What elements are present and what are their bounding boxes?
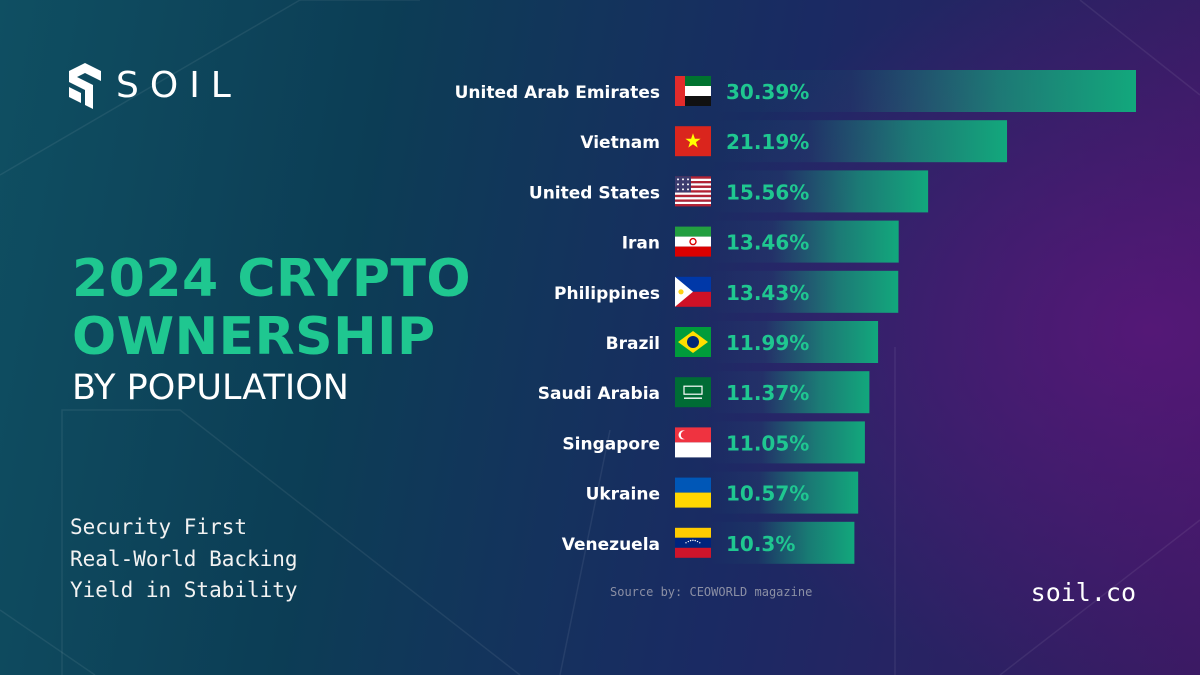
category-label: Ukraine [586, 485, 660, 505]
bar-row: United States 15.56% [529, 170, 929, 213]
bar [710, 270, 899, 313]
value-label: 11.05% [726, 431, 809, 455]
value-label: 30.39% [726, 80, 809, 104]
bar [710, 371, 870, 414]
page-title: 2024 CRYPTO OWNERSHIP [72, 250, 471, 366]
bar [710, 120, 1008, 163]
bar [710, 521, 855, 564]
bar [710, 421, 865, 464]
title-line-2: OWNERSHIP [72, 307, 436, 367]
ukraine-flag-icon [675, 477, 711, 508]
bar-row: Venezuela 10.3% [562, 521, 855, 564]
page-subtitle: BY POPULATION [72, 368, 349, 408]
value-label: 15.56% [726, 180, 809, 204]
value-label: 11.37% [726, 381, 809, 405]
category-label: Brazil [606, 334, 660, 354]
bar [710, 70, 1136, 112]
value-label: 13.46% [726, 231, 809, 255]
soil-logo-icon [69, 63, 101, 109]
venezuela-flag-icon [675, 527, 711, 558]
category-label: Venezuela [562, 535, 660, 555]
value-label: 21.19% [726, 130, 809, 154]
bar-row: Saudi Arabia 11.37% [538, 371, 870, 414]
source-note: Source by: CEOWORLD magazine [610, 585, 813, 599]
bar-row: Vietnam 21.19% [580, 120, 1008, 163]
bar [710, 220, 899, 263]
category-label: Singapore [562, 434, 660, 454]
bar-row: Ukraine 10.57% [586, 471, 859, 514]
brazil-flag-icon [675, 327, 711, 357]
title-line-1: 2024 CRYPTO [72, 249, 472, 309]
bar-row: Brazil 11.99% [606, 321, 879, 363]
vietnam-flag-icon [675, 126, 711, 157]
tagline-item: Yield in Stability [70, 578, 298, 602]
bar [710, 321, 879, 363]
bar-row: United Arab Emirates 30.39% [455, 70, 1136, 112]
bar-row: Philippines 13.43% [554, 270, 899, 313]
category-label: United States [529, 183, 660, 203]
category-label: Philippines [554, 284, 660, 304]
bar-row: Iran 13.46% [622, 220, 899, 263]
singapore-flag-icon [675, 427, 711, 458]
value-label: 10.3% [726, 532, 795, 556]
brand-logo[interactable]: SOIL [66, 60, 242, 112]
iran-flag-icon [675, 226, 711, 257]
category-label: United Arab Emirates [455, 83, 660, 103]
tagline-item: Real-World Backing [70, 546, 298, 571]
value-label: 11.99% [726, 331, 809, 355]
bar-row: Singapore 11.05% [562, 421, 865, 464]
category-label: Saudi Arabia [538, 384, 660, 404]
tagline-list: Security First Real-World Backing Yield … [70, 512, 298, 607]
philippines-flag-icon [675, 276, 711, 307]
value-label: 13.43% [726, 281, 809, 305]
bar [710, 471, 859, 514]
brand-name: SOIL [116, 65, 242, 106]
usa-flag-icon [675, 176, 711, 207]
bar [710, 170, 929, 213]
uae-flag-icon [675, 76, 711, 106]
category-label: Vietnam [580, 133, 660, 153]
tagline-item: Security First [70, 515, 248, 539]
saudi-arabia-flag-icon [675, 377, 711, 408]
website-link[interactable]: soil.co [1030, 578, 1136, 607]
value-label: 10.57% [726, 482, 809, 506]
category-label: Iran [622, 234, 660, 254]
